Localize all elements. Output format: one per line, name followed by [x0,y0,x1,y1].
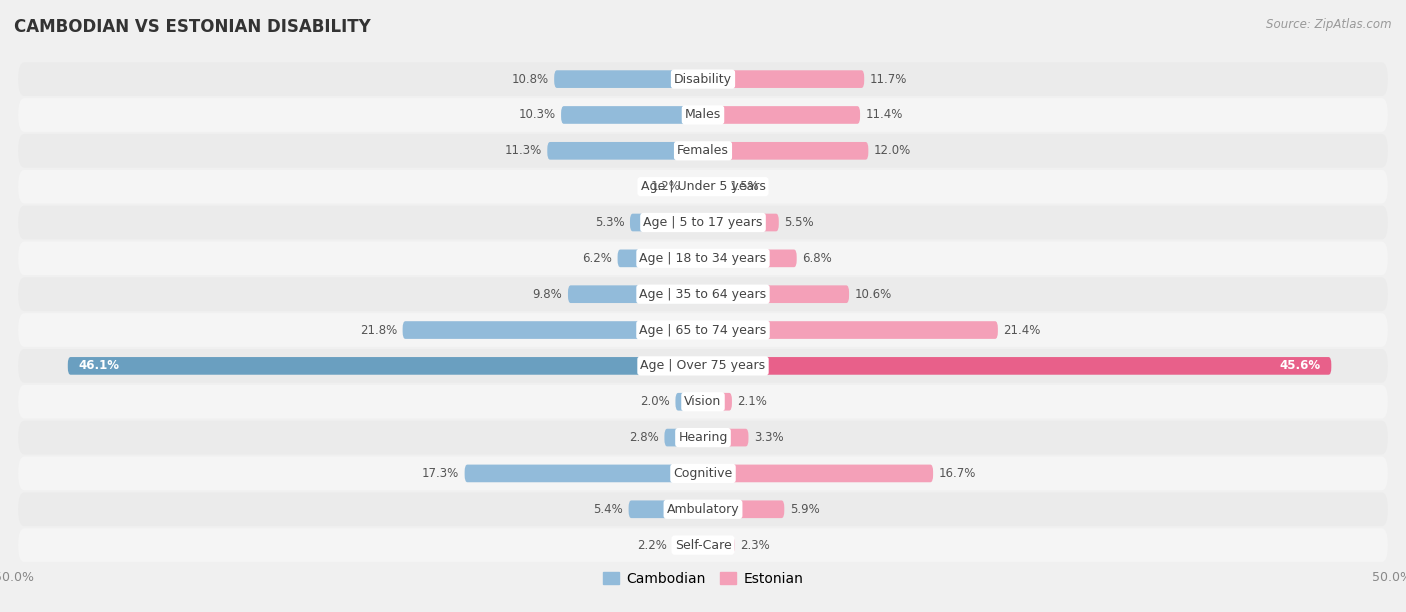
Text: 17.3%: 17.3% [422,467,460,480]
FancyBboxPatch shape [547,142,703,160]
FancyBboxPatch shape [703,70,865,88]
FancyBboxPatch shape [18,493,1388,526]
FancyBboxPatch shape [686,178,703,195]
FancyBboxPatch shape [18,457,1388,490]
Text: 2.2%: 2.2% [637,539,668,551]
Text: Age | Over 75 years: Age | Over 75 years [641,359,765,372]
FancyBboxPatch shape [18,134,1388,168]
Text: 6.2%: 6.2% [582,252,612,265]
FancyBboxPatch shape [703,178,724,195]
Text: Age | 65 to 74 years: Age | 65 to 74 years [640,324,766,337]
FancyBboxPatch shape [18,528,1388,562]
FancyBboxPatch shape [464,465,703,482]
FancyBboxPatch shape [703,321,998,339]
FancyBboxPatch shape [703,393,733,411]
Legend: Cambodian, Estonian: Cambodian, Estonian [598,566,808,591]
Text: CAMBODIAN VS ESTONIAN DISABILITY: CAMBODIAN VS ESTONIAN DISABILITY [14,18,371,36]
Text: 12.0%: 12.0% [875,144,911,157]
FancyBboxPatch shape [554,70,703,88]
Text: 6.8%: 6.8% [803,252,832,265]
FancyBboxPatch shape [703,536,735,554]
Text: 46.1%: 46.1% [79,359,120,372]
Text: Self-Care: Self-Care [675,539,731,551]
Text: 2.8%: 2.8% [628,431,659,444]
Text: 2.3%: 2.3% [740,539,770,551]
FancyBboxPatch shape [18,62,1388,96]
Text: 10.6%: 10.6% [855,288,891,300]
Text: 1.2%: 1.2% [651,180,681,193]
Text: Age | 18 to 34 years: Age | 18 to 34 years [640,252,766,265]
FancyBboxPatch shape [18,98,1388,132]
Text: 5.9%: 5.9% [790,503,820,516]
Text: 2.1%: 2.1% [738,395,768,408]
Text: Source: ZipAtlas.com: Source: ZipAtlas.com [1267,18,1392,31]
FancyBboxPatch shape [703,429,748,446]
Text: 1.5%: 1.5% [730,180,759,193]
Text: Disability: Disability [673,73,733,86]
FancyBboxPatch shape [628,501,703,518]
Text: 2.0%: 2.0% [640,395,669,408]
FancyBboxPatch shape [665,429,703,446]
Text: 3.3%: 3.3% [754,431,783,444]
FancyBboxPatch shape [703,357,1331,375]
Text: 11.7%: 11.7% [870,73,907,86]
Text: 21.8%: 21.8% [360,324,396,337]
FancyBboxPatch shape [703,106,860,124]
FancyBboxPatch shape [18,242,1388,275]
FancyBboxPatch shape [703,501,785,518]
Text: Hearing: Hearing [678,431,728,444]
FancyBboxPatch shape [18,385,1388,419]
Text: 45.6%: 45.6% [1279,359,1320,372]
FancyBboxPatch shape [672,536,703,554]
FancyBboxPatch shape [18,170,1388,204]
FancyBboxPatch shape [630,214,703,231]
Text: 5.5%: 5.5% [785,216,814,229]
FancyBboxPatch shape [703,465,934,482]
FancyBboxPatch shape [18,349,1388,382]
Text: 10.8%: 10.8% [512,73,548,86]
FancyBboxPatch shape [675,393,703,411]
Text: Ambulatory: Ambulatory [666,503,740,516]
Text: Age | 35 to 64 years: Age | 35 to 64 years [640,288,766,300]
FancyBboxPatch shape [561,106,703,124]
Text: Males: Males [685,108,721,121]
FancyBboxPatch shape [18,277,1388,311]
Text: Cognitive: Cognitive [673,467,733,480]
FancyBboxPatch shape [703,142,869,160]
FancyBboxPatch shape [703,250,797,267]
FancyBboxPatch shape [67,357,703,375]
Text: Age | Under 5 years: Age | Under 5 years [641,180,765,193]
Text: 5.3%: 5.3% [595,216,624,229]
FancyBboxPatch shape [402,321,703,339]
FancyBboxPatch shape [703,214,779,231]
FancyBboxPatch shape [703,285,849,303]
Text: 5.4%: 5.4% [593,503,623,516]
Text: 10.3%: 10.3% [519,108,555,121]
Text: 11.3%: 11.3% [505,144,541,157]
Text: Females: Females [678,144,728,157]
FancyBboxPatch shape [18,313,1388,347]
Text: Age | 5 to 17 years: Age | 5 to 17 years [644,216,762,229]
Text: Vision: Vision [685,395,721,408]
Text: 16.7%: 16.7% [939,467,976,480]
Text: 9.8%: 9.8% [533,288,562,300]
FancyBboxPatch shape [18,420,1388,455]
FancyBboxPatch shape [617,250,703,267]
Text: 11.4%: 11.4% [866,108,903,121]
Text: 21.4%: 21.4% [1004,324,1040,337]
FancyBboxPatch shape [18,206,1388,239]
FancyBboxPatch shape [568,285,703,303]
